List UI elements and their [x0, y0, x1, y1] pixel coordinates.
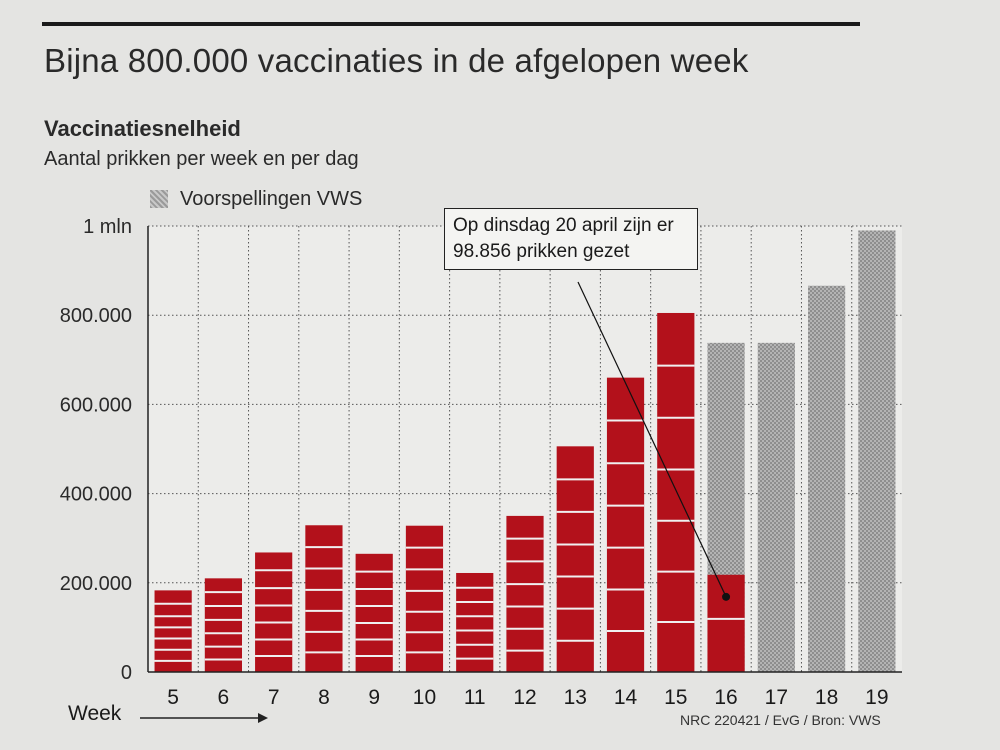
x-tick-label: 5 [167, 686, 179, 709]
actual-bar [405, 525, 444, 672]
forecast-bar [808, 285, 846, 672]
x-tick-label: 19 [865, 686, 888, 709]
y-tick-label: 800.000 [60, 305, 132, 327]
actual-bar [707, 574, 745, 672]
actual-bar [606, 377, 645, 672]
x-tick-label: 11 [464, 686, 486, 709]
x-tick-label: 6 [218, 686, 230, 709]
actual-bar [305, 525, 343, 672]
x-tick-label: 8 [318, 686, 330, 709]
headline: Bijna 800.000 vaccinaties in de afgelope… [44, 42, 749, 79]
actual-bar [657, 312, 695, 672]
top-rule [42, 22, 860, 26]
annotation-dot [722, 592, 731, 601]
x-tick-label: 16 [714, 686, 737, 709]
x-tick-label: 15 [664, 686, 687, 709]
actual-bar [355, 553, 393, 672]
legend: Voorspellingen VWS [150, 186, 362, 212]
y-tick-label: 1 mln [83, 216, 132, 238]
x-tick-label: 13 [564, 686, 587, 709]
chart-title: Vaccinatiesnelheid [44, 116, 241, 141]
legend-swatch-forecast [150, 190, 168, 208]
annotation-leader-line [577, 281, 727, 598]
x-tick-label: 10 [413, 686, 436, 709]
y-tick-label: 600.000 [60, 394, 132, 416]
y-tick-label: 200.000 [60, 573, 132, 595]
x-axis-label: Week [68, 702, 122, 725]
annotation-callout: Op dinsdag 20 april zijn er 98.856 prikk… [444, 208, 698, 270]
y-tick-label: 400.000 [60, 484, 132, 506]
forecast-bar [858, 230, 896, 672]
actual-bar [506, 515, 544, 672]
x-tick-label: 18 [815, 686, 838, 709]
x-tick-label: 7 [268, 686, 280, 709]
actual-bar [556, 446, 594, 672]
y-tick-label: 0 [121, 662, 132, 684]
source-credit: NRC 220421 / EvG / Bron: VWS [680, 712, 881, 728]
forecast-bar [757, 342, 795, 672]
legend-label-forecast: Voorspellingen VWS [180, 187, 363, 210]
actual-bar [456, 572, 494, 672]
x-tick-label: 12 [513, 686, 536, 709]
x-tick-label: 17 [765, 686, 788, 709]
actual-bar [204, 578, 242, 672]
x-tick-label: 14 [614, 686, 638, 709]
chart-subtitle: Aantal prikken per week en per dag [44, 148, 359, 170]
actual-bar [154, 590, 192, 672]
x-axis-arrow-head [258, 713, 268, 723]
x-tick-label: 9 [368, 686, 380, 709]
actual-bar [255, 552, 293, 672]
